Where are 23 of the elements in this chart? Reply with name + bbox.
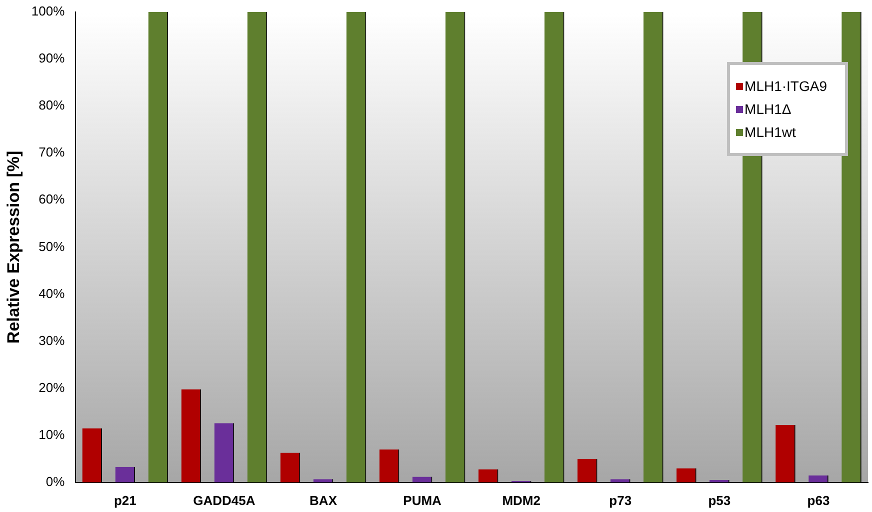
x-tick-label: MDM2	[502, 492, 540, 508]
y-tick-label: 100%	[31, 4, 66, 19]
y-tick-label: 90%	[38, 50, 66, 66]
y-tick-label: 60%	[38, 192, 66, 207]
legend-label: MLH1·ITGA9	[744, 78, 827, 94]
y-axis-title: Relative Expression [%]	[4, 150, 23, 344]
x-tick-label: p73	[609, 492, 632, 508]
legend-label: MLH1wt	[744, 124, 796, 140]
legend-label: MLH1Δ	[744, 101, 792, 117]
x-tick-label: p53	[708, 492, 731, 508]
x-tick-label: p63	[807, 492, 830, 508]
x-tick-label: PUMA	[403, 492, 442, 508]
y-tick-label: 50%	[38, 238, 66, 254]
y-tick-label: 10%	[38, 426, 66, 442]
y-tick-label: 40%	[38, 286, 66, 301]
y-tick-label: 0%	[46, 474, 66, 489]
y-tick-label: 20%	[38, 380, 66, 395]
y-tick-label: 70%	[38, 144, 66, 160]
x-tick-label: BAX	[310, 492, 338, 508]
y-tick-label: 80%	[38, 98, 66, 113]
y-tick-label: 30%	[38, 332, 66, 348]
x-tick-label: GADD45A	[193, 492, 256, 508]
x-tick-label: p21	[114, 492, 136, 508]
